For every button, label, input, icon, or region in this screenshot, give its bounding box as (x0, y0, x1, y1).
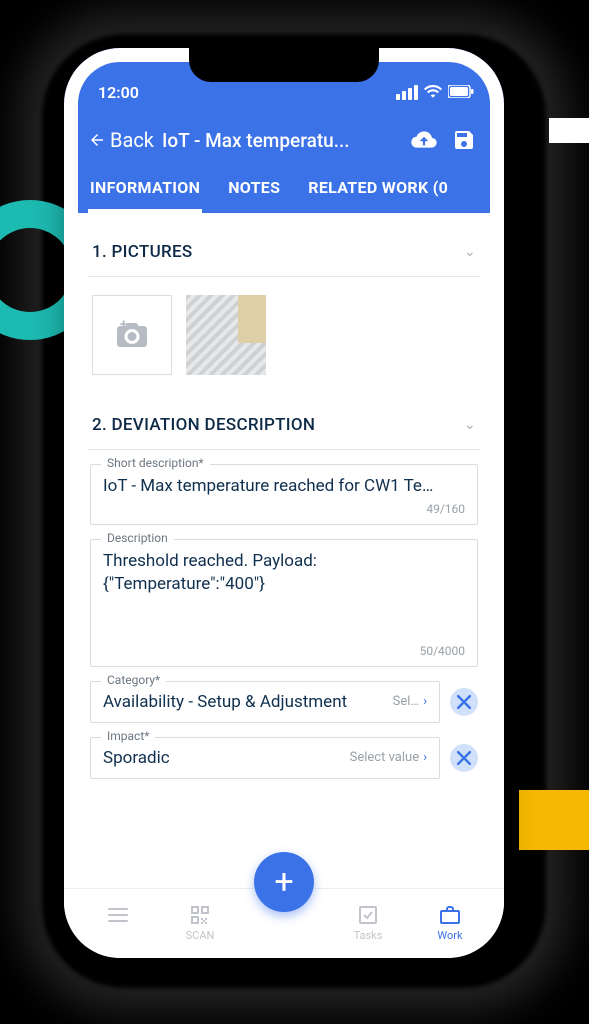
impact-select[interactable]: Impact* Sporadic Select value › (90, 737, 440, 779)
nav-tasks-label: Tasks (354, 929, 383, 942)
chevron-down-icon: ⌄ (464, 244, 476, 260)
content-area: 1. PICTURES ⌄ + 2. DEVIATION DESCRIPTION… (78, 224, 490, 888)
close-icon (457, 751, 471, 765)
arrow-left-icon (88, 131, 106, 149)
tab-bar: INFORMATION NOTES RELATED WORK (0 (88, 168, 480, 213)
section-deviation-title: 2. DEVIATION DESCRIPTION (92, 415, 315, 435)
page-title: IoT - Max temperatu... (162, 129, 400, 152)
short-description-field[interactable]: Short description* IoT - Max temperature… (90, 464, 478, 525)
tasks-icon (356, 903, 380, 927)
impact-label: Impact* (101, 729, 155, 743)
svg-text:+: + (120, 320, 127, 333)
wifi-icon (424, 83, 442, 102)
app-header: Back IoT - Max temperatu... INFORMATION … (64, 108, 504, 213)
tab-information[interactable]: INFORMATION (88, 168, 202, 213)
section-pictures-title: 1. PICTURES (92, 242, 193, 262)
nav-work-label: Work (437, 929, 462, 942)
picture-thumbnail[interactable] (186, 295, 266, 375)
cloud-upload-icon (411, 127, 437, 153)
tab-related-work[interactable]: RELATED WORK (0 (306, 168, 450, 213)
impact-hint: Select value › (350, 750, 427, 765)
impact-value: Sporadic (103, 748, 342, 768)
impact-clear-button[interactable] (450, 744, 478, 772)
battery-icon (448, 83, 474, 102)
short-description-label: Short description* (101, 456, 210, 470)
add-fab-button[interactable]: + (254, 852, 314, 912)
camera-plus-icon: + (114, 320, 150, 350)
section-deviation-header[interactable]: 2. DEVIATION DESCRIPTION ⌄ (88, 397, 480, 450)
add-picture-button[interactable]: + (92, 295, 172, 375)
save-button[interactable] (448, 124, 480, 156)
short-description-count: 49/160 (103, 502, 465, 516)
chevron-right-icon: › (423, 750, 427, 765)
category-select[interactable]: Category* Availability - Setup & Adjustm… (90, 681, 440, 723)
plus-icon: + (274, 862, 293, 902)
category-clear-button[interactable] (450, 688, 478, 716)
phone-frame: 12:00 Back IoT - Max temperatu... (64, 48, 504, 958)
short-description-value: IoT - Max temperature reached for CW1 Te… (103, 475, 465, 498)
nav-work-button[interactable]: Work (422, 903, 478, 942)
chevron-down-icon: ⌄ (464, 417, 476, 433)
nav-scan-button[interactable]: SCAN (172, 903, 228, 942)
category-hint: Sel… › (393, 694, 427, 709)
tab-notes[interactable]: NOTES (226, 168, 282, 213)
briefcase-icon (438, 903, 462, 927)
signal-icon (396, 85, 418, 100)
qr-icon (188, 903, 212, 927)
section-pictures-header[interactable]: 1. PICTURES ⌄ (88, 224, 480, 277)
description-label: Description (101, 531, 174, 545)
nav-menu-button[interactable] (90, 903, 146, 942)
category-value: Availability - Setup & Adjustment (103, 692, 385, 712)
back-button[interactable]: Back (88, 128, 154, 152)
save-icon (452, 128, 476, 152)
description-count: 50/4000 (103, 644, 465, 658)
nav-tasks-button[interactable]: Tasks (340, 903, 396, 942)
category-label: Category* (101, 673, 166, 687)
phone-notch (189, 48, 379, 82)
description-value: Threshold reached. Payload: {"Temperatur… (103, 550, 465, 640)
cloud-upload-button[interactable] (408, 124, 440, 156)
decorative-yellow (519, 790, 589, 850)
status-time: 12:00 (98, 83, 139, 102)
back-label: Back (110, 128, 154, 152)
decorative-white (549, 118, 589, 143)
hamburger-icon (106, 903, 130, 927)
description-field[interactable]: Description Threshold reached. Payload: … (90, 539, 478, 667)
nav-scan-label: SCAN (186, 929, 215, 942)
close-icon (457, 695, 471, 709)
pictures-row: + (88, 277, 480, 397)
chevron-right-icon: › (423, 694, 427, 709)
